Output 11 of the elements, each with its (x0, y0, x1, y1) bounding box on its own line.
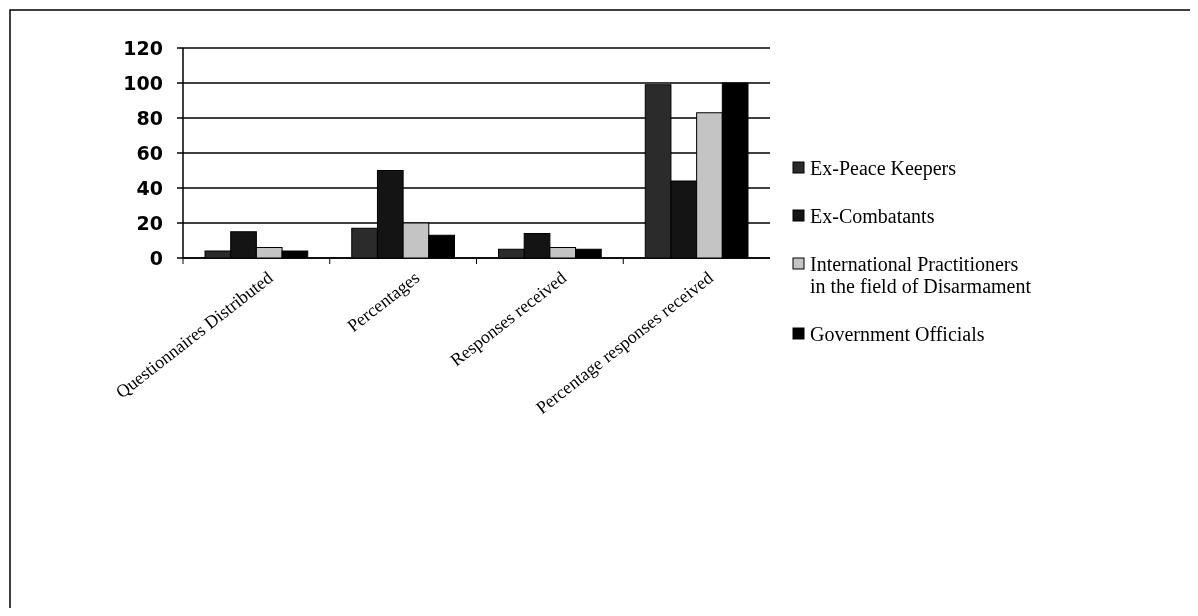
y-tick-label: 120 (123, 36, 163, 59)
y-tick-label: 20 (136, 211, 163, 234)
y-tick-label: 0 (149, 246, 163, 269)
legend-label: Ex-Peace Keepers (810, 157, 957, 180)
legend-label: International Practitioners in the field of Disarmament (810, 253, 1032, 297)
y-tick-label: 60 (136, 141, 163, 164)
legend-label: Government Officials (810, 323, 985, 345)
y-tick-label: 100 (123, 71, 163, 94)
legend-label: Ex-Combatants (810, 205, 935, 227)
y-tick-label: 40 (136, 176, 163, 199)
y-tick-label: 80 (136, 106, 163, 129)
